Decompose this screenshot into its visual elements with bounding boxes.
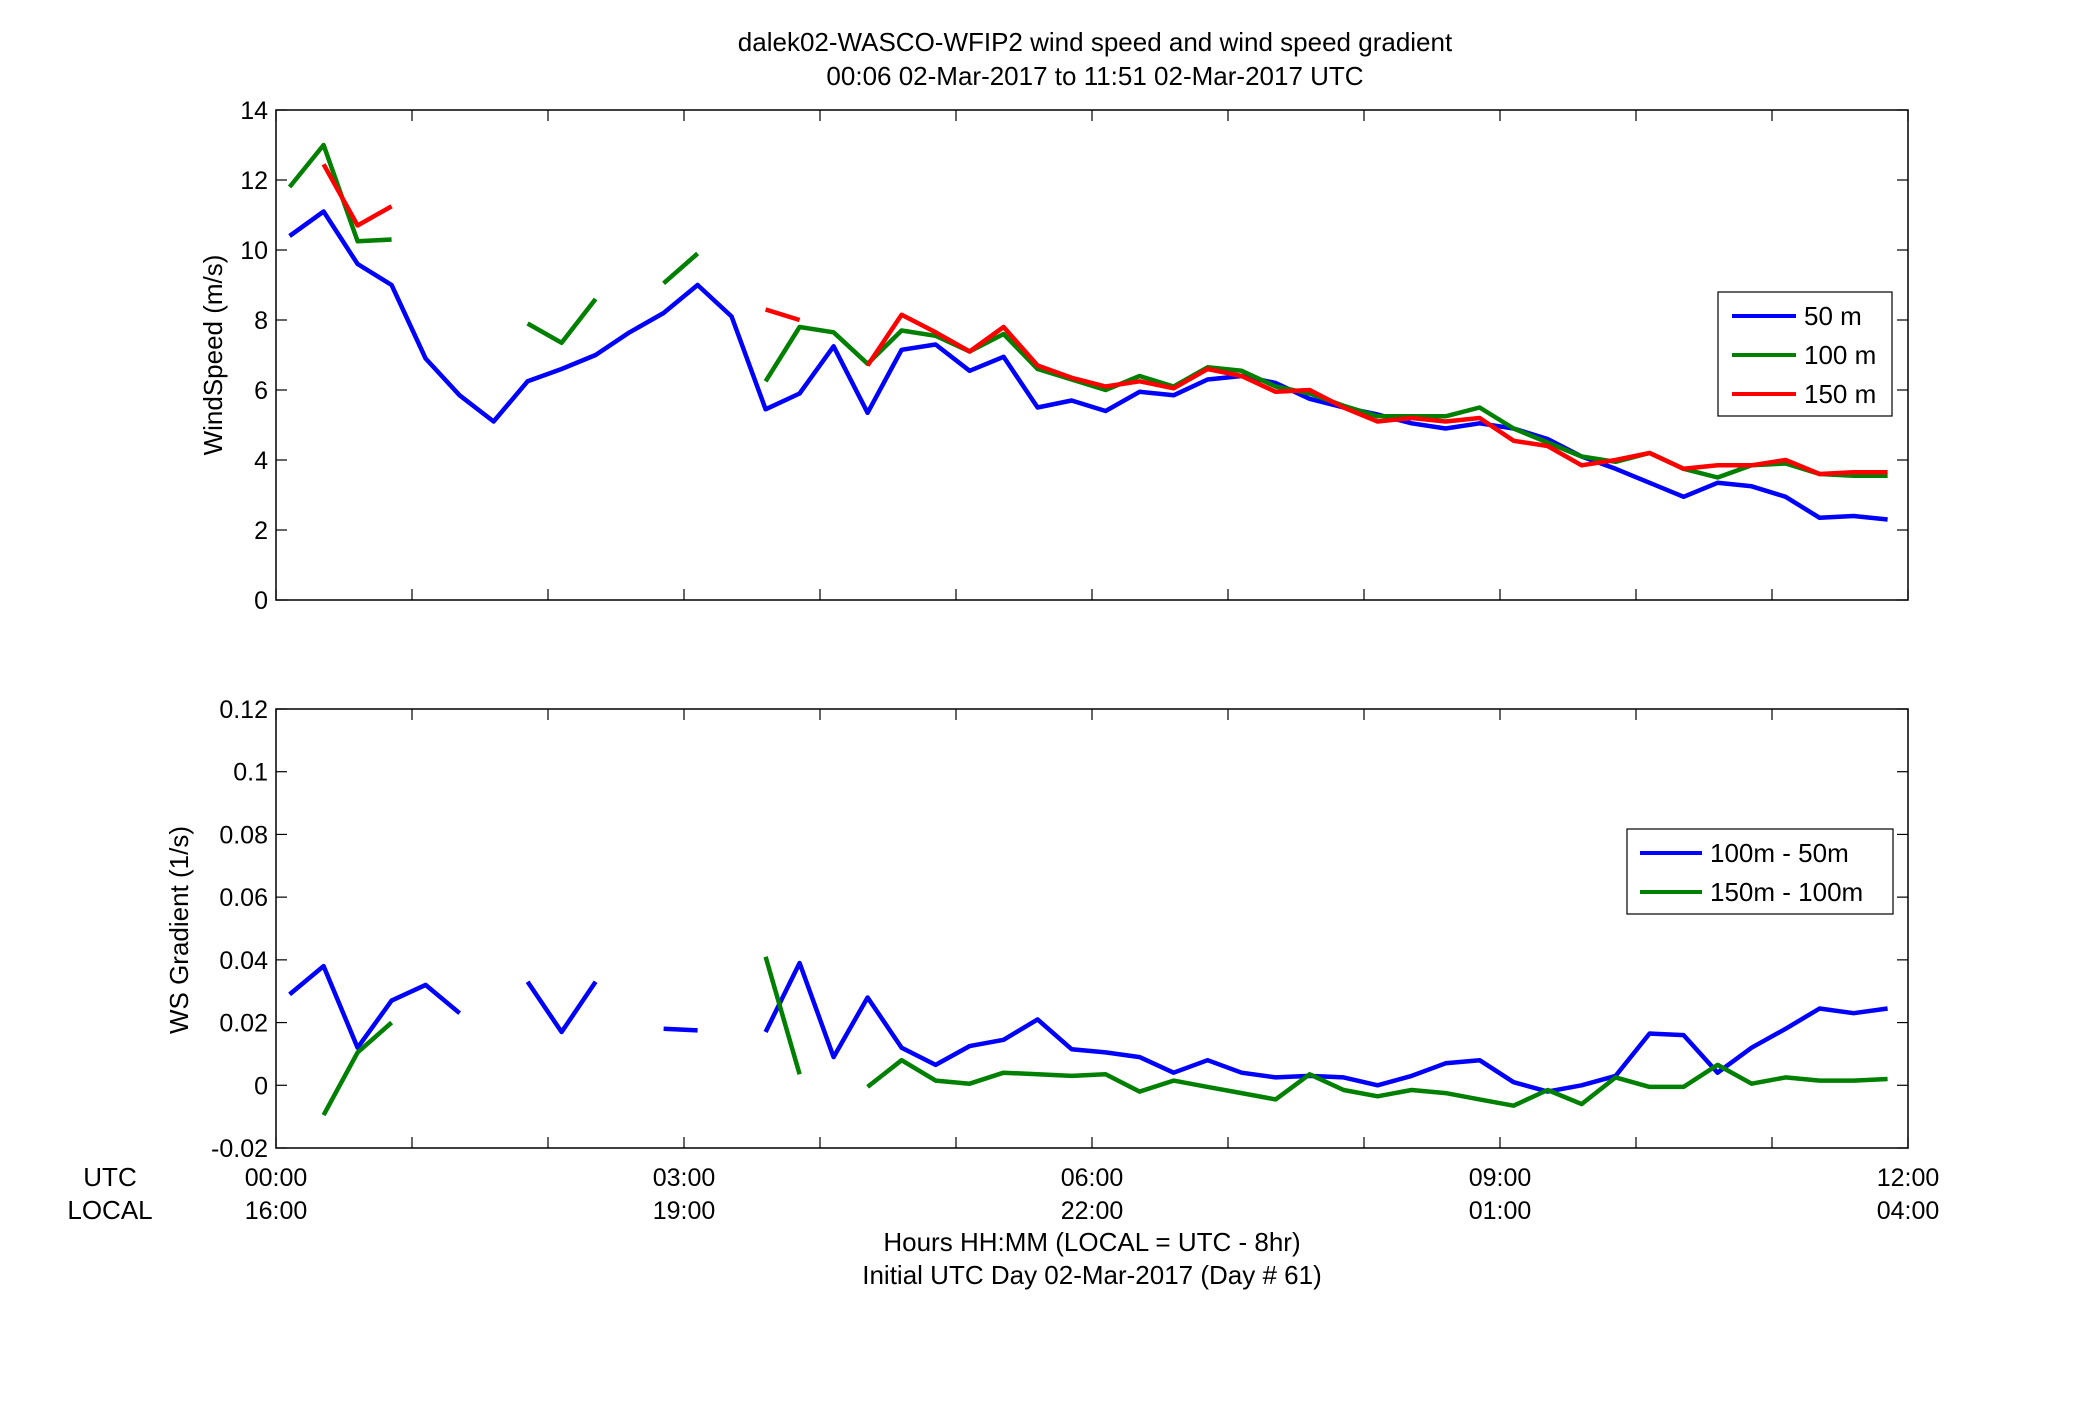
gradient-ytick-label: 0.1: [233, 759, 268, 787]
windspeed-ytick-label: 4: [254, 447, 268, 475]
gradient-legend: 100m - 50m 150m - 100m: [1626, 828, 1894, 915]
windspeed-series: [287, 142, 1888, 522]
gradient-ytick-label: 0.08: [219, 821, 268, 849]
gradient-series-100m-50m: [288, 963, 462, 1050]
windspeed-ytick-label: 8: [254, 307, 268, 335]
windspeed-series-100-m: [526, 297, 598, 346]
gradient-series-150m-100m: [321, 1020, 394, 1117]
windspeed-ytick-label: 14: [240, 97, 268, 125]
gradient-plot-area: [275, 708, 1909, 1149]
windspeed-series-150-m: [321, 163, 393, 228]
legend-label-150m: 150 m: [1804, 379, 1876, 409]
x-axis-label-day: Initial UTC Day 02-Mar-2017 (Day # 61): [862, 1260, 1322, 1290]
gradient-series-150m-100m: [763, 956, 802, 1075]
gradient-ticks: -0.02 0 0.02 0.04 0.06 0.08 0.1 0.12: [211, 696, 1909, 1163]
windspeed-ticks: 0 2 4 6 8 10 12 14: [240, 97, 1909, 615]
legend-label-50m: 50 m: [1804, 301, 1862, 331]
gradient-ytick-label: 0.12: [219, 696, 268, 724]
x-tick-labels: 00:00 16:00 03:00 19:00 06:00 22:00 09:00 01:00…: [245, 1164, 1940, 1225]
x-row-label-local: LOCAL: [67, 1195, 152, 1225]
windspeed-ytick-label: 6: [254, 377, 268, 405]
gradient-ytick-label: -0.02: [211, 1135, 268, 1163]
x-tick-label-utc: 00:00: [245, 1164, 308, 1192]
windspeed-plot-area: [275, 109, 1909, 601]
x-tick-label-local: 16:00: [245, 1197, 308, 1225]
windspeed-series-100-m: [662, 251, 700, 285]
windspeed-ytick-label: 12: [240, 167, 268, 195]
gradient-ytick-label: 0.02: [219, 1010, 268, 1038]
windspeed-ytick-label: 2: [254, 517, 268, 545]
x-tick-label-utc: 09:00: [1469, 1164, 1532, 1192]
gradient-ytick-label: 0.06: [219, 884, 268, 912]
windspeed-series-50-m: [288, 209, 1888, 522]
gradient-series-100m-50m: [663, 1026, 698, 1033]
x-tick-label-utc: 03:00: [653, 1164, 716, 1192]
x-tick-label-local: 22:00: [1061, 1197, 1124, 1225]
chart-title: dalek02-WASCO-WFIP2 wind speed and wind …: [738, 27, 1453, 57]
x-tick-label-local: 01:00: [1469, 1197, 1532, 1225]
gradient-series-150m-100m: [866, 1057, 1888, 1108]
x-axis-label: Hours HH:MM (LOCAL = UTC - 8hr): [883, 1227, 1300, 1257]
gradient-panel: -0.02 0 0.02 0.04 0.06 0.08 0.1 0.12 WS Gradien…: [164, 696, 1909, 1163]
x-tick-label-local: 19:00: [653, 1197, 716, 1225]
gradient-ylabel: WS Gradient (1/s): [164, 826, 194, 1034]
x-tick-label-utc: 06:00: [1061, 1164, 1124, 1192]
windspeed-series-150-m: [865, 312, 1888, 477]
windspeed-ylabel: WindSpeed (m/s): [198, 255, 228, 456]
legend-label-100m-50m: 100m - 50m: [1710, 838, 1849, 868]
gradient-ytick-label: 0.04: [219, 947, 268, 975]
legend-label-150m-100m: 150m - 100m: [1710, 877, 1863, 907]
x-tick-label-local: 04:00: [1877, 1197, 1940, 1225]
gradient-ytick-label: 0: [254, 1072, 268, 1100]
chart-subtitle: 00:06 02-Mar-2017 to 11:51 02-Mar-2017 U…: [826, 61, 1363, 91]
windspeed-panel: 0 2 4 6 8 10 12 14 WindSpeed (m/s) 50 m 100 m 1…: [198, 97, 1909, 615]
gradient-legend-box: [1626, 828, 1894, 915]
gradient-series-100m-50m: [763, 960, 1888, 1094]
windspeed-ytick-label: 0: [254, 587, 268, 615]
x-row-label-utc: UTC: [83, 1162, 136, 1192]
legend-label-100m: 100 m: [1804, 340, 1876, 370]
windspeed-legend: 50 m 100 m 150 m: [1717, 291, 1893, 417]
x-tick-label-utc: 12:00: [1877, 1164, 1940, 1192]
gradient-series-100m-50m: [525, 980, 598, 1035]
windspeed-ytick-label: 10: [240, 237, 268, 265]
windspeed-series-150-m: [764, 307, 801, 323]
gradient-series: [288, 956, 1888, 1117]
